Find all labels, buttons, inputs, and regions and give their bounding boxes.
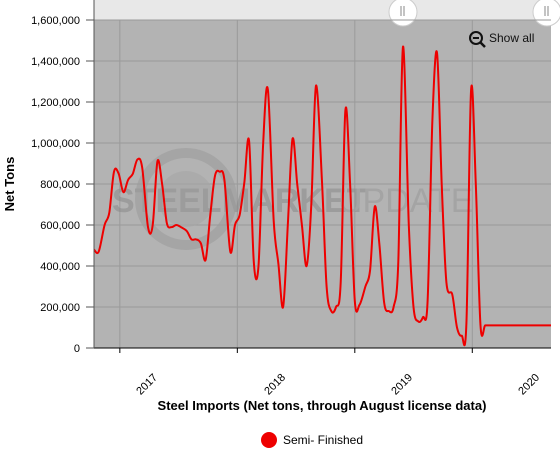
y-tick-label: 1,400,000 (31, 56, 80, 68)
series-line-semi-finished[interactable] (93, 45, 551, 347)
y-tick-label: 1,000,000 (31, 138, 80, 150)
y-tick-labels: 0 200,000 400,000 600,000 800,000 1,000,000 1,… (31, 15, 94, 355)
show-all-button[interactable]: Show all (469, 31, 534, 48)
x-tick-label: 2018 (262, 372, 288, 398)
y-tick-label: 200,000 (40, 302, 80, 314)
legend-marker-semi-finished (261, 432, 277, 448)
x-tick-labels: 2017 2018 2019 2020 (119, 348, 542, 398)
y-tick-label: 0 (74, 343, 80, 355)
navigator-handle-right[interactable] (532, 0, 560, 27)
y-tick-label: 600,000 (40, 220, 80, 232)
steel-market-update-watermark: STEEL MARKET UPDATE (112, 148, 473, 250)
x-axis-title: Steel Imports (Net tons, through August … (158, 398, 487, 413)
navigator-band[interactable] (94, 0, 551, 20)
series-layer (93, 45, 551, 347)
navigator-handle-left[interactable] (388, 0, 418, 27)
zoom-out-icon (469, 31, 486, 48)
show-all-label: Show all (489, 31, 534, 45)
x-tick-label: 2020 (516, 372, 542, 398)
y-tick-label: 1,600,000 (31, 15, 80, 27)
y-axis-title: Net Tons (2, 157, 17, 212)
x-tick-label: 2019 (389, 372, 415, 398)
legend[interactable]: Semi- Finished (261, 432, 363, 448)
watermark-word-steel: STEEL (112, 182, 222, 220)
watermark-word-update: UPDATE (338, 182, 473, 220)
y-tick-label: 1,200,000 (31, 97, 80, 109)
x-tick-label: 2017 (134, 372, 160, 398)
y-tick-label: 400,000 (40, 261, 80, 273)
y-tick-label: 800,000 (40, 179, 80, 191)
legend-label-semi-finished: Semi- Finished (283, 433, 363, 447)
